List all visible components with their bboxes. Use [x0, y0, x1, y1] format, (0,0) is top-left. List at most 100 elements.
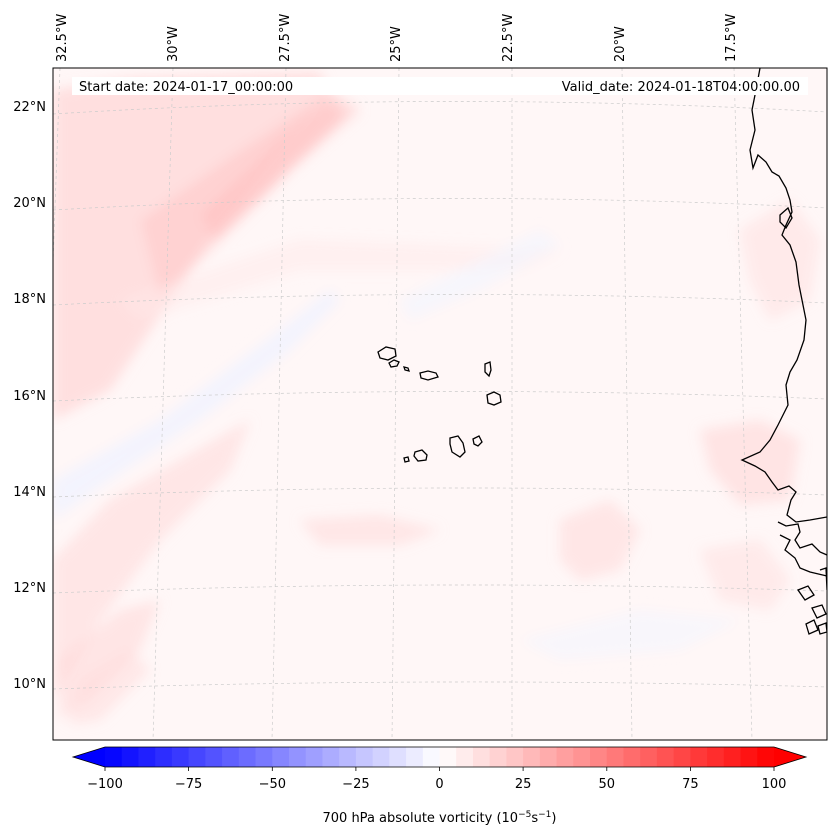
colorbar-segment [238, 747, 256, 767]
colorbar-segment [121, 747, 139, 767]
map-frame [52, 67, 828, 741]
lat-label: 22°N [13, 100, 46, 115]
colorbar-segment [523, 747, 541, 767]
start-date-label: Start date: 2024-01-17_00:00:00 [79, 80, 293, 95]
colorbar-segment [456, 747, 474, 767]
bijagos-1 [796, 585, 815, 601]
colorbar-segments [105, 747, 775, 767]
gridline-20n [53, 198, 827, 211]
colorbar-tick-label: −75 [175, 777, 202, 792]
longitude-labels: 32.5°W 30°W 27.5°W 25°W 22.5°W 20°W 17.5… [55, 14, 739, 62]
lat-label: 10°N [13, 677, 46, 692]
africa-coast [740, 68, 827, 523]
gridline-18n [53, 294, 827, 306]
lon-label: 20°W [613, 26, 628, 62]
lat-label: 18°N [13, 292, 46, 307]
colorbar-segment [355, 747, 373, 767]
island-sal [484, 361, 492, 378]
bijagos-3 [805, 619, 819, 635]
colorbar-segment [606, 747, 624, 767]
bijagos-2 [811, 604, 827, 619]
info-bar [72, 77, 808, 95]
gridline-25w [391, 68, 400, 740]
island-maio [472, 435, 483, 447]
colorbar-segment [656, 747, 675, 767]
colorbar-segment [573, 747, 591, 767]
colorbar-tick-label: 75 [682, 777, 699, 792]
valid-date-label: Valid_date: 2024-01-18T04:00:00.00 [562, 80, 800, 95]
gridline-16n [53, 391, 827, 402]
colorbar-segment [322, 747, 340, 767]
island-boa-vista [486, 391, 502, 406]
colorbar-segment [640, 747, 658, 767]
colorbar-label: 700 hPa absolute vorticity (10−5s−1) [323, 810, 557, 826]
lat-label: 20°N [13, 196, 46, 211]
gridline-10n [53, 681, 827, 690]
island-santiago [449, 435, 466, 458]
colorbar-segment [389, 747, 407, 767]
colorbar-segment [740, 747, 758, 767]
island-fogo [413, 449, 428, 462]
colorbar: −100 −75 −50 −25 0 25 50 75 100 700 hPa … [71, 746, 808, 826]
island-sao-nicolau [419, 370, 439, 381]
bijagos-4 [817, 622, 827, 635]
colorbar-segment [188, 747, 206, 767]
island-brava [403, 456, 410, 463]
colorbar-segment [556, 747, 574, 767]
colorbar-segment [422, 747, 440, 767]
lon-label: 30°W [166, 26, 181, 62]
island-santa-luzia [403, 366, 410, 372]
colorbar-segment [222, 747, 240, 767]
lon-label: 22.5°W [501, 14, 516, 62]
lat-label: 16°N [13, 389, 46, 404]
colorbar-tick-label: 0 [435, 777, 443, 792]
colorbar-segment [707, 747, 725, 767]
coastline [740, 68, 827, 635]
gridline-17-5w [733, 68, 753, 740]
cape-verde-islands [377, 346, 502, 463]
colorbar-segment [339, 747, 357, 767]
gridline-14n [53, 487, 827, 498]
colorbar-segment [255, 747, 273, 767]
colorbar-segment [590, 747, 608, 767]
colorbar-ticks [104, 767, 775, 771]
colorbar-segment [506, 747, 524, 767]
lon-label: 32.5°W [55, 14, 70, 62]
casamance-coast [779, 534, 827, 577]
lon-label: 27.5°W [278, 14, 293, 62]
gridline-27-5w [271, 68, 287, 740]
colorbar-tick-label: −25 [342, 777, 369, 792]
colorbar-segment [690, 747, 708, 767]
lat-label: 14°N [13, 485, 46, 500]
lon-label: 25°W [389, 26, 404, 62]
gridline-30w [152, 68, 174, 740]
map-area: Start date: 2024-01-17_00:00:00 Valid_da… [52, 67, 828, 741]
gambia-coast [777, 521, 827, 556]
colorbar-segment [406, 747, 424, 767]
arguin-island [779, 206, 793, 230]
colorbar-segment [205, 747, 223, 767]
lat-label: 12°N [13, 581, 46, 596]
colorbar-tick-label: 100 [762, 777, 787, 792]
colorbar-segment [623, 747, 641, 767]
colorbar-extend-max [774, 747, 806, 767]
lon-label: 17.5°W [724, 14, 739, 62]
colorbar-segment [372, 747, 390, 767]
colorbar-segment [757, 747, 775, 767]
colorbar-segment [288, 747, 307, 767]
colorbar-segment [673, 747, 691, 767]
island-sao-vicente [388, 359, 400, 368]
colorbar-tick-label: −100 [87, 777, 123, 792]
colorbar-segment [305, 747, 323, 767]
colorbar-segment [171, 747, 190, 767]
colorbar-segment [105, 747, 123, 767]
gridline-22n [53, 101, 827, 115]
vorticity-field [53, 72, 820, 725]
colorbar-segment [155, 747, 173, 767]
colorbar-segment [489, 747, 507, 767]
gridlines [53, 68, 827, 740]
colorbar-segment [138, 747, 156, 767]
gridline-20w [621, 68, 633, 740]
gridline-12n [53, 584, 827, 594]
